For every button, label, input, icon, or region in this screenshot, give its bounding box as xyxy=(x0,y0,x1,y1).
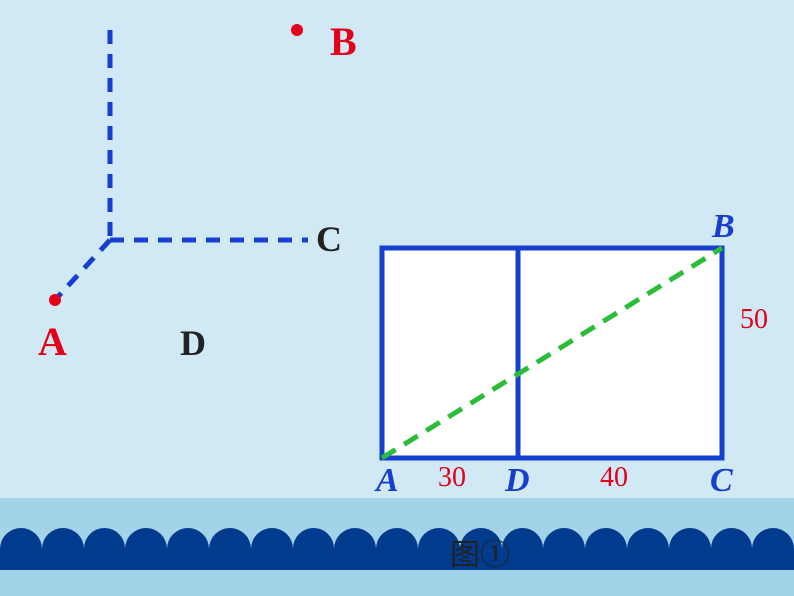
label-b-right: B xyxy=(712,208,735,246)
label-c-left: C xyxy=(316,218,342,260)
label-40: 40 xyxy=(600,462,628,494)
label-50: 50 xyxy=(740,304,768,336)
diagram-svg xyxy=(0,0,794,596)
label-d-right: D xyxy=(505,462,530,500)
label-30: 30 xyxy=(438,462,466,494)
caption: 图① xyxy=(450,530,510,574)
label-c-right: C xyxy=(710,462,733,500)
dashed-diagonal xyxy=(55,240,110,300)
label-d-left: D xyxy=(180,322,206,364)
label-b-top: B xyxy=(330,18,357,65)
point-b-dot xyxy=(291,24,303,36)
label-a-left: A xyxy=(38,318,67,365)
point-a-dot xyxy=(49,294,61,306)
label-a-right: A xyxy=(376,462,399,500)
